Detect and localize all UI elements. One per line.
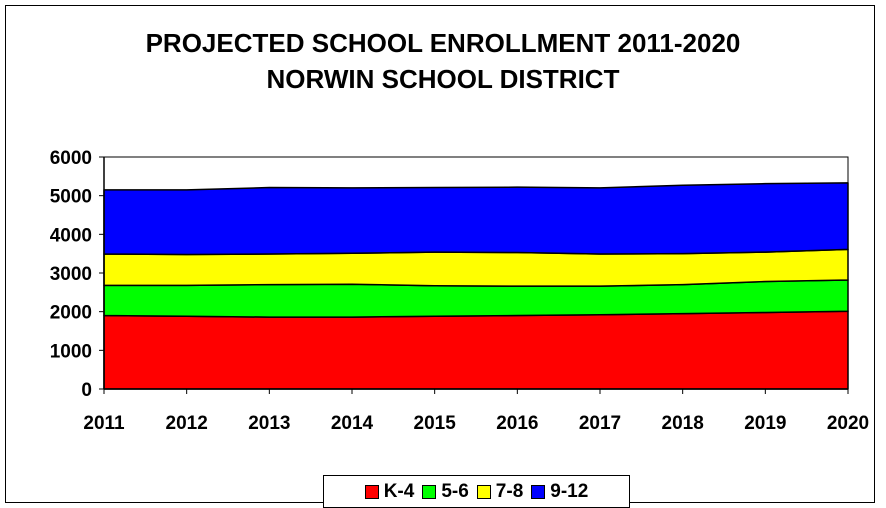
legend-item: 7-8 bbox=[476, 480, 524, 503]
y-tick-label: 4000 bbox=[50, 225, 92, 246]
legend-swatch bbox=[476, 484, 491, 499]
y-tick-label: 6000 bbox=[50, 148, 92, 169]
chart-legend: K-4 5-6 7-8 9-12 bbox=[323, 475, 630, 508]
legend-item: 9-12 bbox=[531, 481, 588, 503]
chart-plot: 0 1000 2000 3000 4000 5000 6000 2011 2012 2013 201… bbox=[50, 148, 869, 434]
legend-label: 7-8 bbox=[495, 480, 524, 502]
legend-swatch bbox=[364, 484, 379, 499]
y-tick-label: 1000 bbox=[50, 341, 92, 362]
legend-label: K-4 bbox=[383, 480, 415, 502]
legend-label: 5-6 bbox=[441, 480, 469, 502]
x-tick-label: 2017 bbox=[579, 413, 621, 434]
y-tick-label: 2000 bbox=[50, 303, 92, 324]
x-tick-label: 2018 bbox=[662, 413, 704, 434]
legend-item: 5-6 bbox=[422, 480, 469, 503]
chart-subtitle: NORWIN SCHOOL DISTRICT bbox=[266, 64, 620, 94]
area-k-4 bbox=[103, 310, 849, 390]
y-tick-label: 3000 bbox=[50, 264, 92, 285]
x-tick-label: 2016 bbox=[496, 413, 538, 434]
legend-label: 9-12 bbox=[550, 480, 589, 502]
legend-swatch bbox=[422, 484, 437, 499]
x-tick-label: 2014 bbox=[331, 413, 374, 434]
chart-title: PROJECTED SCHOOL ENROLLMENT 2011-2020 bbox=[145, 28, 741, 58]
legend-swatch bbox=[531, 484, 546, 499]
legend-item: K-4 bbox=[364, 480, 415, 503]
x-tick-label: 2015 bbox=[414, 413, 457, 434]
area-9-12 bbox=[103, 182, 849, 256]
x-tick-label: 2012 bbox=[166, 413, 208, 434]
y-tick-label: 0 bbox=[81, 380, 92, 401]
x-tick-label: 2013 bbox=[248, 413, 290, 434]
x-tick-label: 2020 bbox=[827, 413, 869, 434]
x-tick-label: 2019 bbox=[744, 413, 786, 434]
y-tick-label: 5000 bbox=[50, 187, 92, 208]
x-tick-label: 2011 bbox=[83, 413, 125, 434]
